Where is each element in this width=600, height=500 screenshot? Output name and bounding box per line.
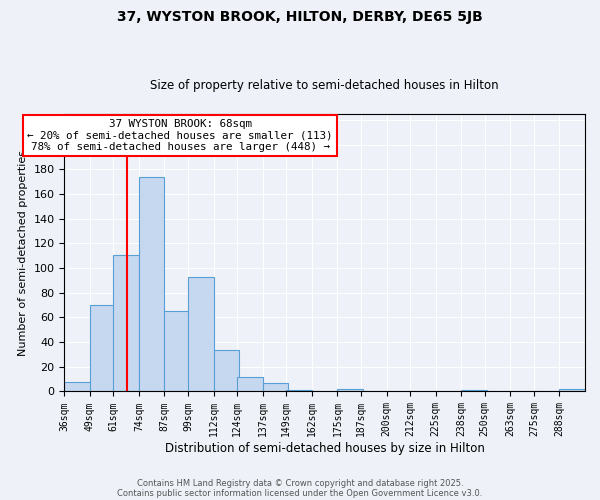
Bar [559, 389, 585, 392]
Bar [263, 383, 288, 392]
Bar [90, 305, 115, 392]
Bar [139, 177, 164, 392]
Bar [237, 376, 263, 392]
Bar [64, 382, 90, 392]
Y-axis label: Number of semi-detached properties: Number of semi-detached properties [17, 150, 28, 356]
Text: Contains public sector information licensed under the Open Government Licence v3: Contains public sector information licen… [118, 488, 482, 498]
Bar [214, 350, 239, 392]
Bar [113, 254, 139, 392]
Text: 37 WYSTON BROOK: 68sqm
← 20% of semi-detached houses are smaller (113)
78% of se: 37 WYSTON BROOK: 68sqm ← 20% of semi-det… [28, 119, 333, 152]
Text: Contains HM Land Registry data © Crown copyright and database right 2025.: Contains HM Land Registry data © Crown c… [137, 478, 463, 488]
Bar [337, 389, 363, 392]
Bar [188, 277, 214, 392]
Bar [164, 312, 190, 392]
Text: 37, WYSTON BROOK, HILTON, DERBY, DE65 5JB: 37, WYSTON BROOK, HILTON, DERBY, DE65 5J… [117, 10, 483, 24]
X-axis label: Distribution of semi-detached houses by size in Hilton: Distribution of semi-detached houses by … [164, 442, 485, 455]
Title: Size of property relative to semi-detached houses in Hilton: Size of property relative to semi-detach… [150, 79, 499, 92]
Bar [286, 390, 312, 392]
Bar [461, 390, 487, 392]
